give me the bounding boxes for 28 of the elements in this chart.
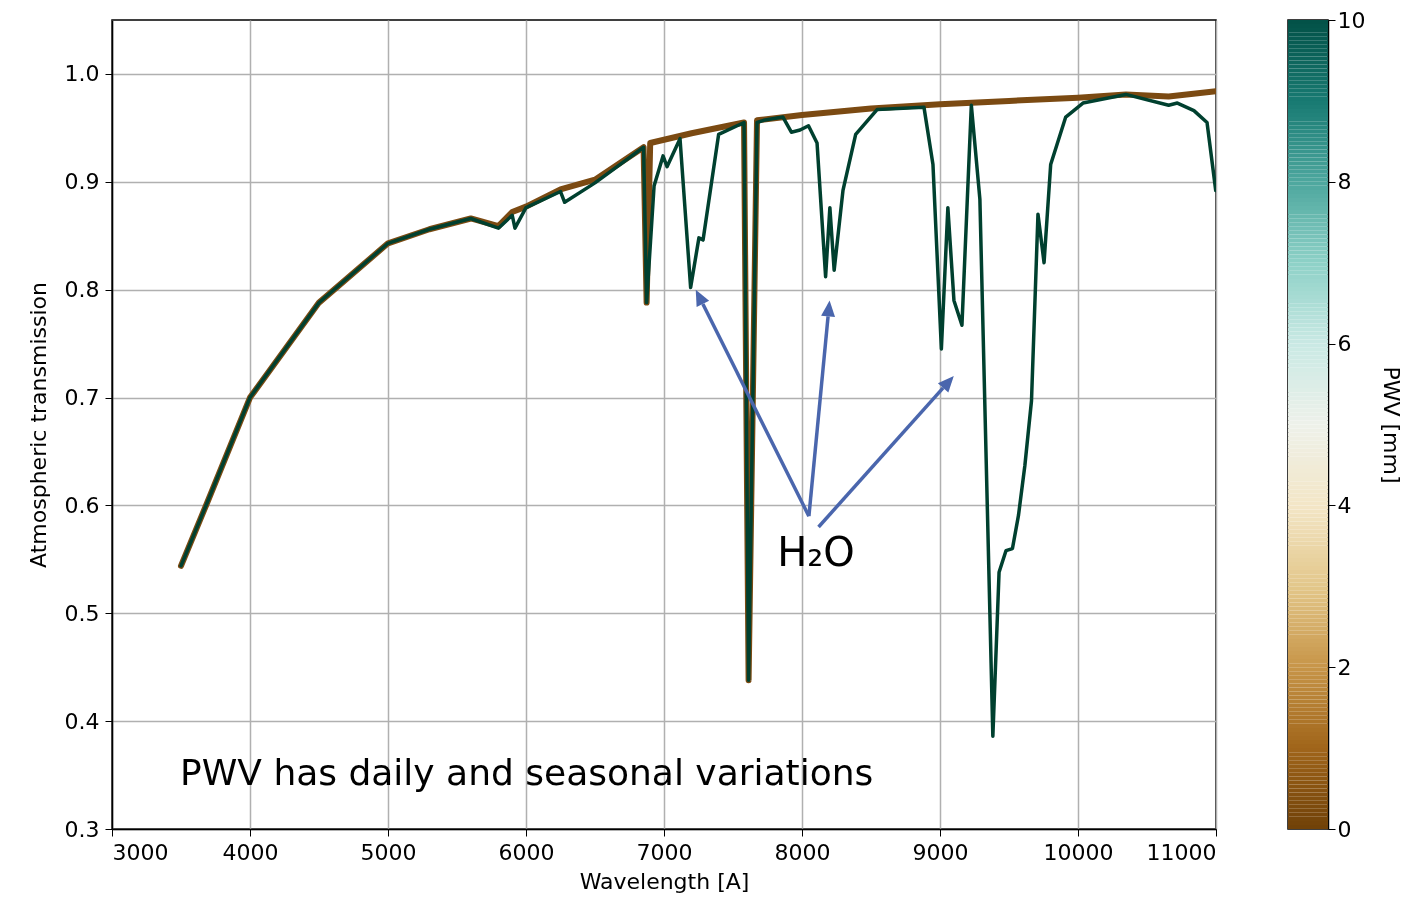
- x-tick-label: 3000: [112, 839, 169, 865]
- color-bar-title: PWV [mm]: [1379, 366, 1405, 484]
- y-tick-label: 0.3: [64, 816, 100, 842]
- y-tick-label: 0.8: [64, 277, 100, 303]
- annotation: H₂O: [777, 529, 855, 575]
- x-tick-label: 9000: [912, 839, 969, 865]
- y-tick-label: 1.0: [64, 61, 100, 87]
- color-bar-label: 8: [1337, 169, 1352, 195]
- y-axis-title: Atmospheric transmission: [25, 282, 51, 568]
- x-tick-label: 7000: [636, 839, 693, 865]
- y-tick-label: 0.4: [64, 708, 100, 734]
- color-bar-label: 0: [1337, 816, 1352, 842]
- color-bar-label: 10: [1337, 7, 1366, 33]
- color-bar-label: 4: [1337, 492, 1352, 518]
- color-bar-label: 6: [1337, 331, 1352, 357]
- x-tick-label: 5000: [360, 839, 417, 865]
- x-axis-title: Wavelength [A]: [579, 868, 750, 894]
- x-tick-label: 11000: [1146, 839, 1217, 865]
- y-tick-label: 0.9: [64, 169, 100, 195]
- x-tick-label: 8000: [774, 839, 831, 865]
- color-bar-label: 2: [1337, 654, 1352, 680]
- y-tick-label: 0.6: [64, 492, 100, 518]
- y-tick-label: 0.7: [64, 385, 100, 411]
- y-tick-label: 0.5: [64, 600, 100, 626]
- x-tick-label: 4000: [222, 839, 279, 865]
- x-tick-label: 6000: [498, 839, 555, 865]
- x-tick-label: 10000: [1043, 839, 1114, 865]
- annotation: PWV has daily and seasonal variations: [180, 752, 874, 793]
